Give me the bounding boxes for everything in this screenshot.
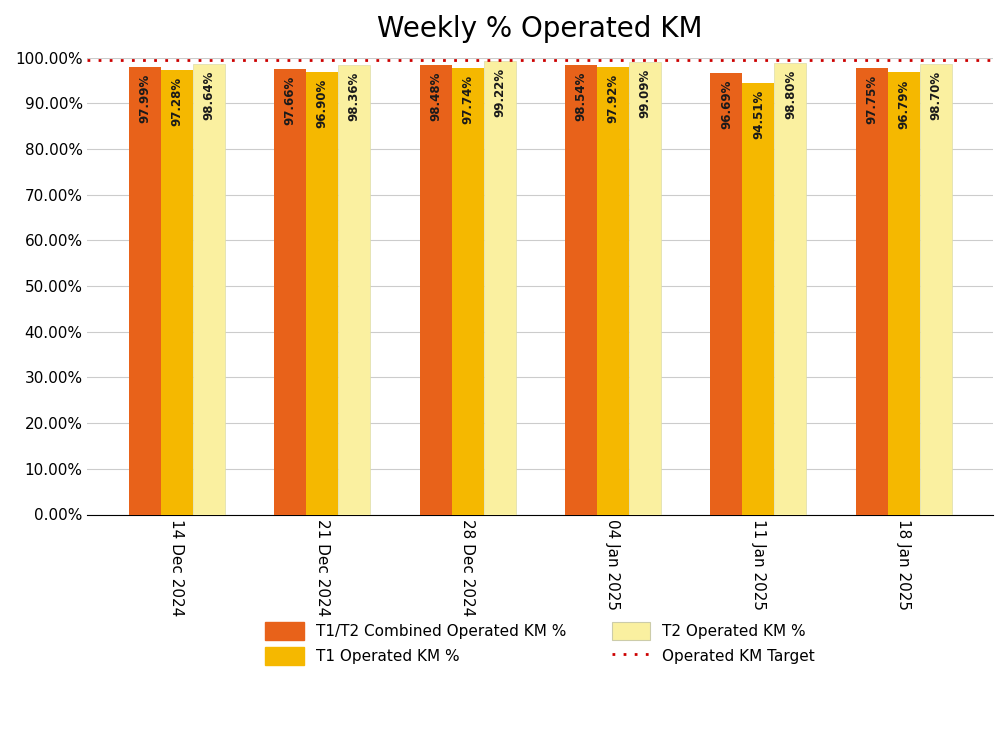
Text: 96.69%: 96.69% xyxy=(720,80,733,129)
Text: 98.80%: 98.80% xyxy=(784,70,797,119)
Text: 97.75%: 97.75% xyxy=(865,75,878,124)
Bar xyxy=(452,68,484,514)
Bar xyxy=(564,65,597,514)
Bar xyxy=(484,62,515,514)
Bar xyxy=(338,65,370,514)
Bar xyxy=(160,71,193,514)
Text: 98.64%: 98.64% xyxy=(203,71,215,121)
Bar xyxy=(856,68,888,514)
Bar xyxy=(129,67,160,514)
Bar xyxy=(711,73,743,514)
Text: 98.54%: 98.54% xyxy=(575,71,588,121)
Bar xyxy=(597,68,629,514)
Text: 96.90%: 96.90% xyxy=(316,79,329,128)
Bar xyxy=(743,83,774,514)
Text: 97.92%: 97.92% xyxy=(607,74,620,123)
Legend: T1/T2 Combined Operated KM %, T1 Operated KM %, T2 Operated KM %, Operated KM Ta: T1/T2 Combined Operated KM %, T1 Operate… xyxy=(250,607,831,681)
Text: 97.74%: 97.74% xyxy=(461,75,474,124)
Text: 99.09%: 99.09% xyxy=(638,69,651,118)
Text: 94.51%: 94.51% xyxy=(752,90,765,139)
Bar xyxy=(920,64,952,514)
Text: 97.28%: 97.28% xyxy=(170,77,183,126)
Text: 99.22%: 99.22% xyxy=(493,68,506,118)
Text: 98.48%: 98.48% xyxy=(429,71,443,121)
Text: 98.36%: 98.36% xyxy=(348,72,361,121)
Bar xyxy=(888,73,920,514)
Bar xyxy=(274,68,306,514)
Bar xyxy=(419,65,452,514)
Bar xyxy=(306,72,338,514)
Text: 97.66%: 97.66% xyxy=(283,76,296,125)
Text: 98.70%: 98.70% xyxy=(929,71,942,120)
Title: Weekly % Operated KM: Weekly % Operated KM xyxy=(377,15,703,43)
Bar xyxy=(629,62,661,514)
Bar xyxy=(774,63,806,514)
Text: 96.79%: 96.79% xyxy=(897,79,910,129)
Text: 97.99%: 97.99% xyxy=(138,74,151,123)
Bar xyxy=(193,64,225,514)
